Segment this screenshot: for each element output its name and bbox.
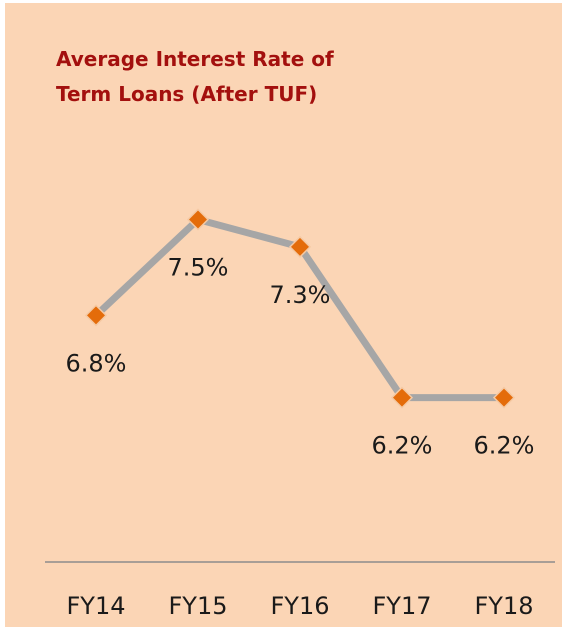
marker (288, 235, 312, 258)
x-tick-label: FY18 (474, 592, 533, 620)
data-label: 7.3% (270, 281, 331, 309)
x-tick-label: FY16 (270, 592, 329, 620)
data-label: 6.8% (66, 349, 127, 377)
x-tick-label: FY14 (66, 592, 125, 620)
marker (84, 304, 108, 327)
data-label: 6.2% (372, 432, 433, 460)
x-tick-label: FY15 (168, 592, 227, 620)
x-tick-label: FY17 (372, 592, 431, 620)
marker (186, 208, 210, 231)
data-label: 7.5% (168, 254, 229, 282)
marker (492, 386, 516, 409)
data-label: 6.2% (474, 432, 535, 460)
chart-title: Average Interest Rate of (56, 47, 334, 71)
chart-title: Term Loans (After TUF) (56, 82, 317, 106)
marker (390, 386, 414, 409)
